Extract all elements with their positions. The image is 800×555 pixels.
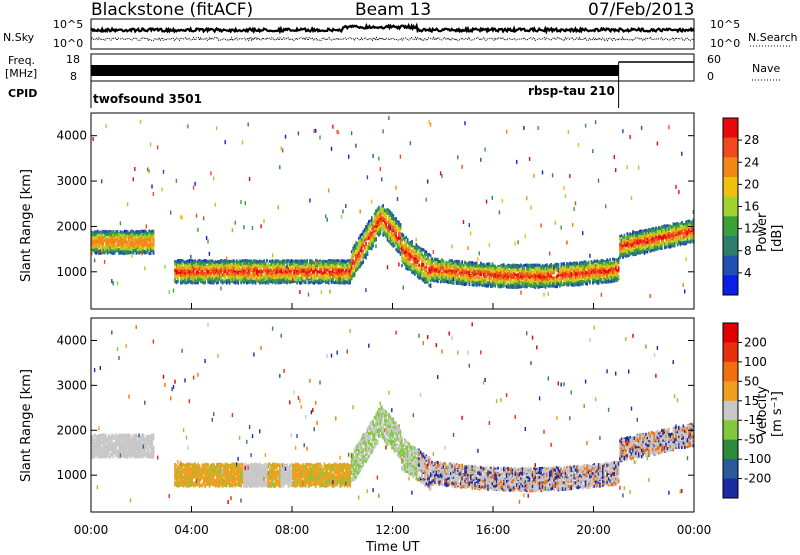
power-heatmap [91, 116, 694, 298]
colorbar-swatch [723, 275, 738, 295]
colorbar-swatch [723, 362, 738, 382]
y-tick-label: 1000 [56, 468, 87, 482]
x-tick-label: 00:00 [74, 523, 109, 537]
y-tick-label: 2000 [56, 423, 87, 437]
velocity-heatmap [91, 322, 694, 504]
colorbar-swatch [723, 381, 738, 401]
power-colorbar-label: Power [dB] [755, 207, 785, 252]
velocity-ylabel: Slant Range [km] [19, 369, 34, 482]
x-axis-title: Time UT [366, 540, 419, 555]
nsky-panel-frame [91, 19, 694, 49]
y-tick-label: 1000 [56, 265, 87, 279]
x-tick-label: 16:00 [476, 523, 511, 537]
x-tick-label: 04:00 [174, 523, 209, 537]
colorbar-tick-label: 4 [744, 266, 752, 280]
x-tick-label: 20:00 [576, 523, 611, 537]
colorbar-swatch [723, 440, 738, 460]
colorbar-tick-label: 20 [744, 177, 759, 191]
colorbar-tick-label: -100 [744, 452, 771, 466]
colorbar-swatch [723, 118, 738, 138]
colorbar-swatch [723, 256, 738, 276]
x-tick-label: 12:00 [375, 523, 410, 537]
colorbar-swatch [723, 177, 738, 197]
freq-band-twofsound [91, 65, 619, 76]
colorbar-swatch [723, 323, 738, 343]
colorbar-swatch [723, 459, 738, 479]
y-tick-label: 2000 [56, 219, 87, 233]
colorbar-tick-label: 28 [744, 133, 759, 147]
colorbar-tick-label: 24 [744, 155, 759, 169]
colorbar-swatch [723, 342, 738, 362]
nsky-line [91, 26, 694, 32]
colorbar-swatch [723, 236, 738, 256]
colorbar-tick-label: 100 [744, 355, 767, 369]
colorbar-swatch [723, 138, 738, 158]
x-tick-label: 08:00 [275, 523, 310, 537]
colorbar-swatch [723, 420, 738, 440]
colorbar-swatch [723, 401, 738, 421]
colorbar-swatch [723, 216, 738, 236]
nsearch-line [91, 38, 694, 41]
power-ylabel: Slant Range [km] [19, 169, 34, 282]
velocity-colorbar-label: Velocity [m s⁻¹] [755, 386, 785, 437]
colorbar-tick-label: 200 [744, 335, 767, 349]
colorbar-tick-label: -200 [744, 472, 771, 486]
colorbar-tick-label: 8 [744, 244, 752, 258]
y-tick-label: 4000 [56, 333, 87, 347]
x-tick-label: 00:00 [677, 523, 712, 537]
colorbar-swatch [723, 157, 738, 177]
colorbar-swatch [723, 479, 738, 499]
y-tick-label: 3000 [56, 378, 87, 392]
colorbar-swatch [723, 197, 738, 217]
y-tick-label: 3000 [56, 174, 87, 188]
y-tick-label: 4000 [56, 129, 87, 143]
